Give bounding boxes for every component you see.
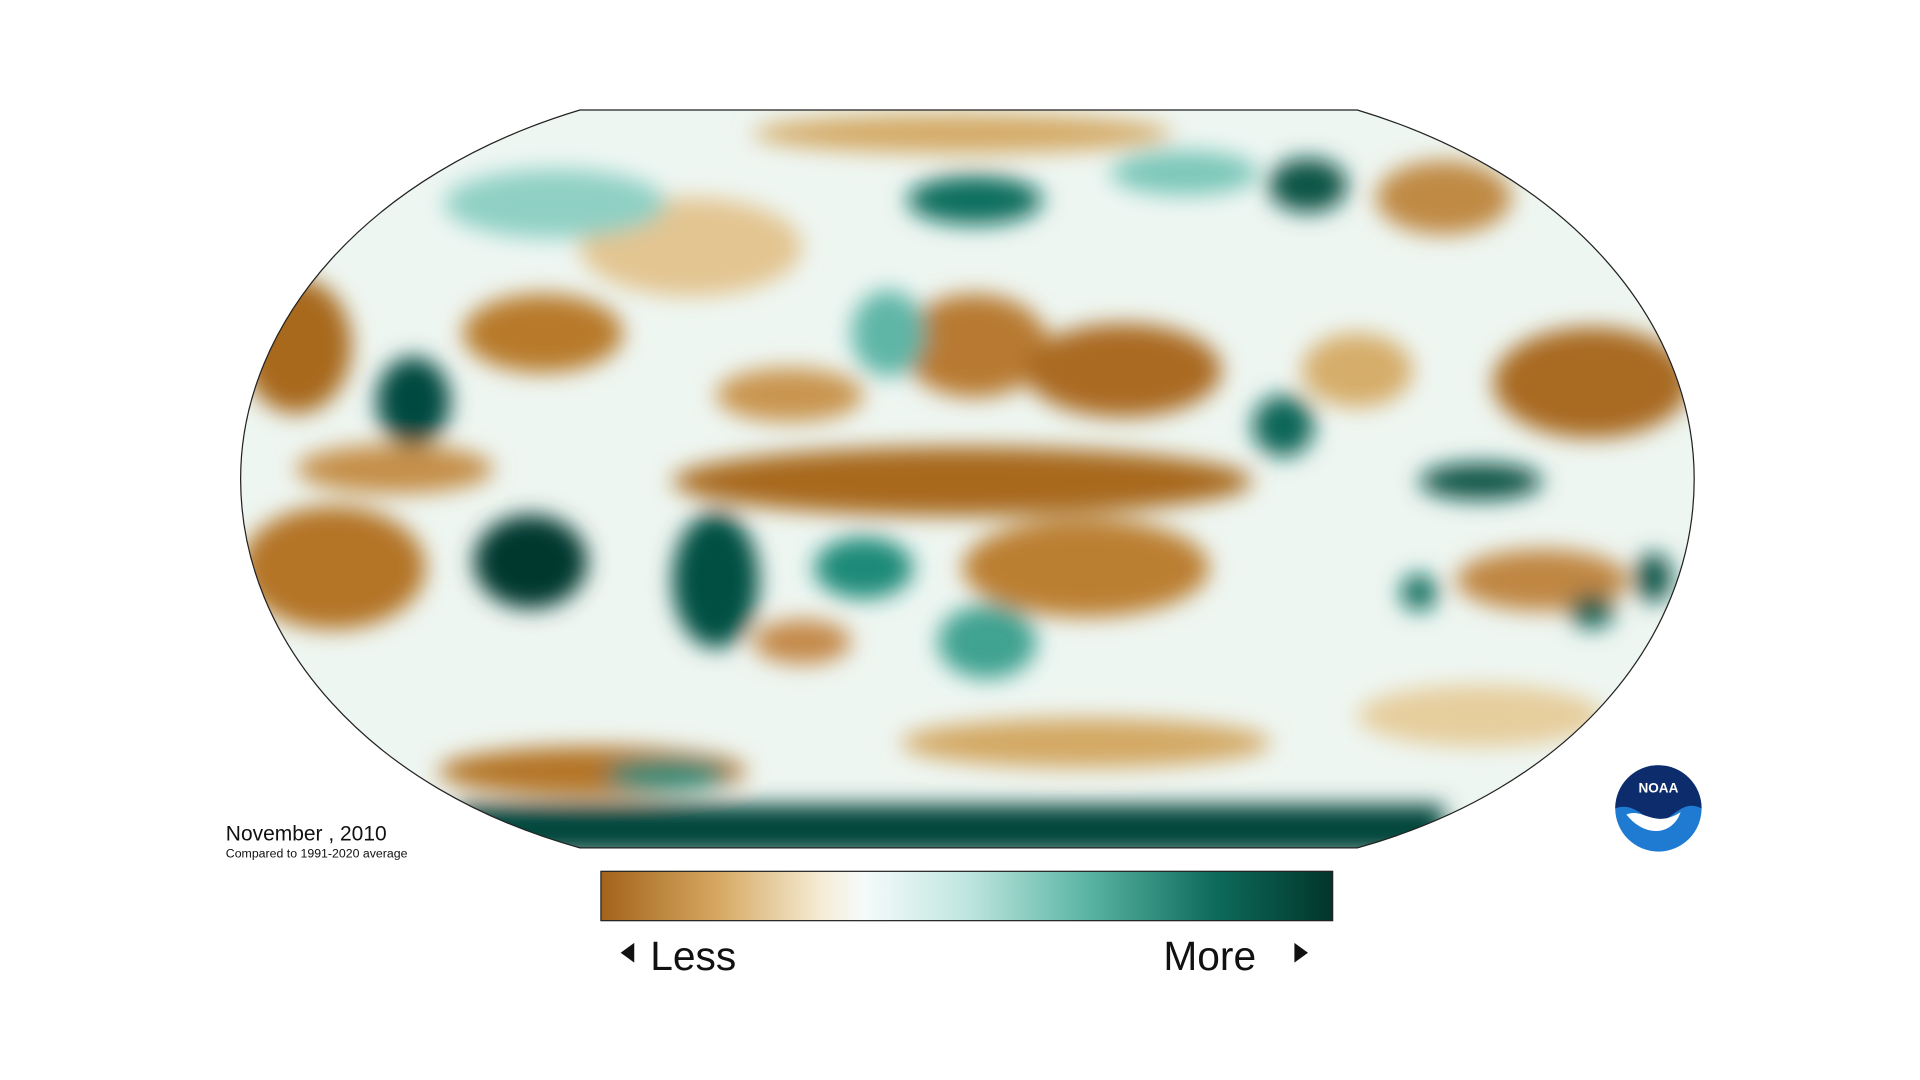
less-arrow — [620, 942, 635, 963]
color-bar — [600, 870, 1334, 922]
caption-subtitle: Compared to 1991-2020 average — [226, 847, 408, 861]
caption-date: November , 2010 — [226, 822, 387, 845]
more-arrow — [1294, 942, 1308, 963]
anomaly-field — [240, 109, 1695, 848]
noaa-logo: NOAA — [1615, 765, 1702, 852]
legend-high: More — [1163, 933, 1256, 979]
map-outline — [239, 109, 1695, 849]
legend-low: Less — [650, 933, 736, 979]
logo-text: NOAA — [1638, 780, 1678, 795]
